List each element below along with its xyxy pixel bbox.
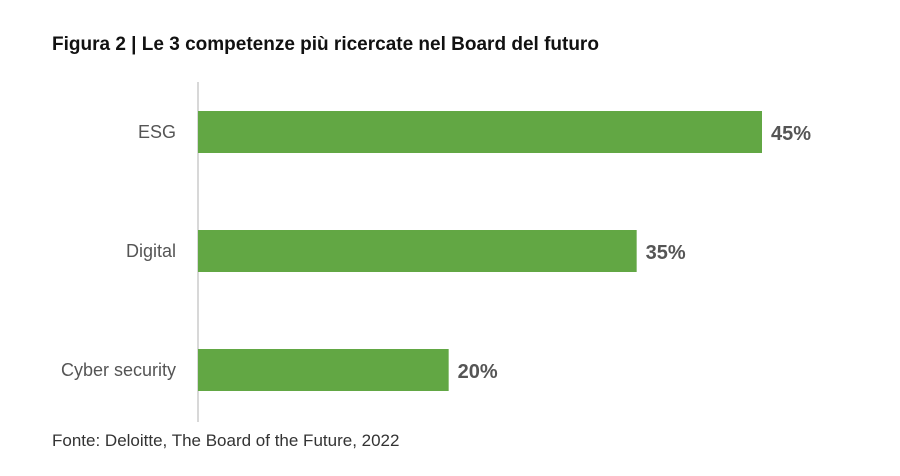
- chart-source: Fonte: Deloitte, The Board of the Future…: [52, 431, 400, 450]
- data-label: 20%: [458, 361, 498, 383]
- data-label: 35%: [646, 242, 686, 264]
- bar-2: [198, 349, 449, 391]
- data-label: 45%: [771, 123, 811, 145]
- bar-1: [198, 230, 637, 272]
- category-label: Cyber security: [61, 360, 176, 380]
- category-label: Digital: [126, 241, 176, 261]
- category-label: ESG: [138, 122, 176, 142]
- chart-title: Figura 2 | Le 3 competenze più ricercate…: [52, 34, 599, 55]
- bar-0: [198, 111, 762, 153]
